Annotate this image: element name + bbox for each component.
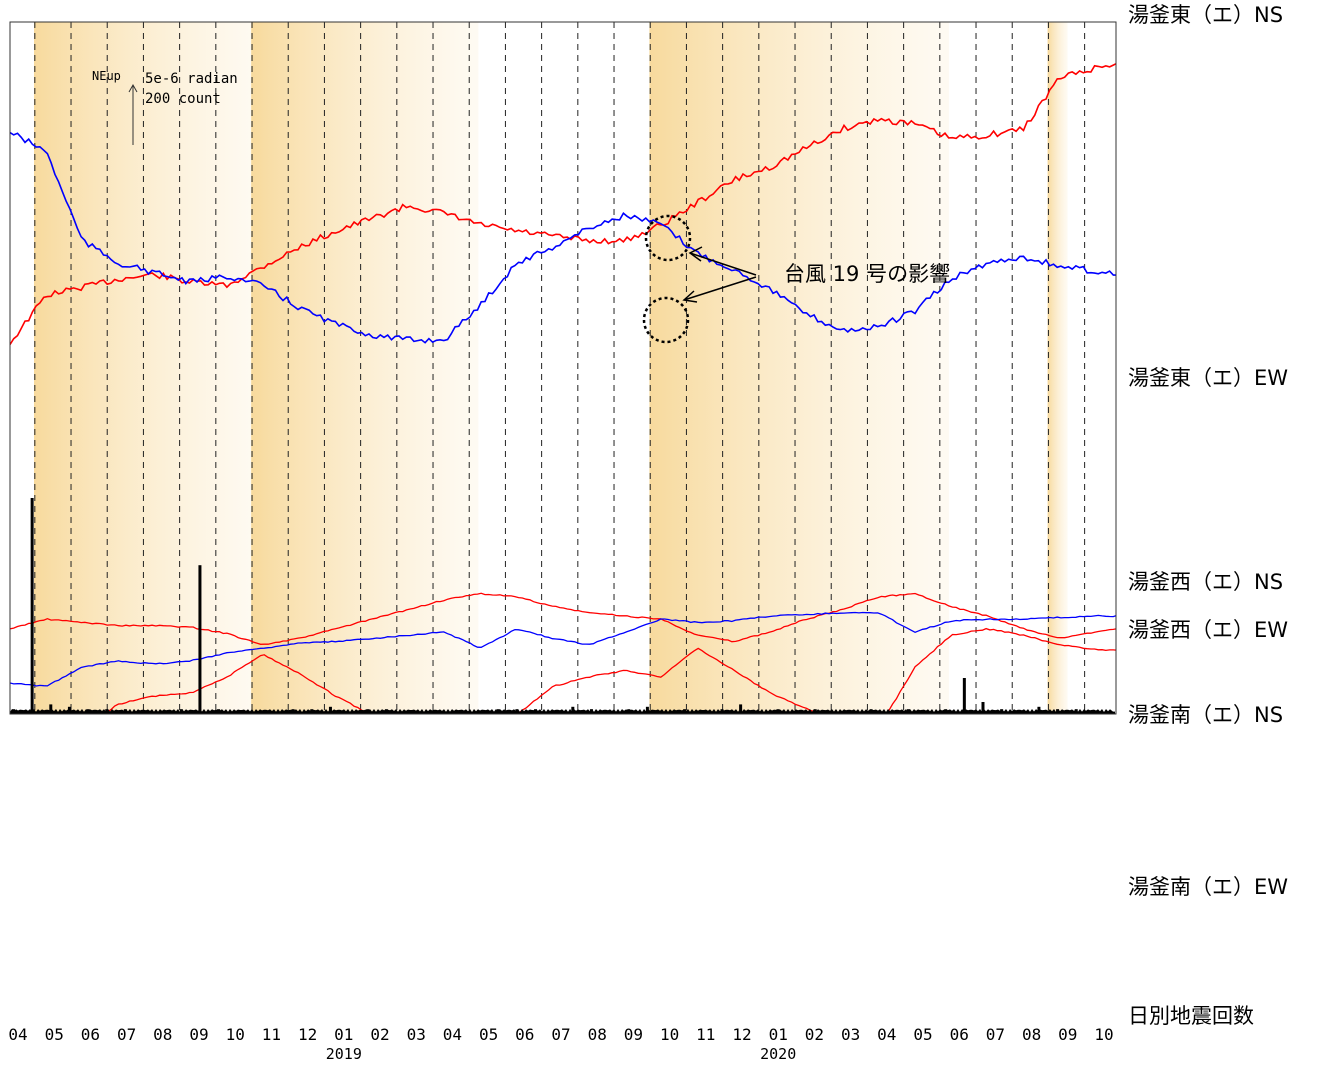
series-line (10, 759, 1132, 821)
scale-direction: NEup (92, 69, 121, 83)
annotation-arrow-ns (689, 252, 757, 276)
annotation-arrow-ew (683, 276, 757, 301)
x-year-label: 2020 (760, 1045, 796, 1063)
quake-baseline (10, 709, 1116, 714)
typhoon-annotation: 台風 19 号の影響 (642, 214, 950, 344)
series-label: 湯釜南（エ）EW (1128, 875, 1288, 899)
quake-bar (49, 704, 53, 714)
shaded-period (251, 22, 479, 714)
plot-frame (9, 21, 1117, 715)
x-tick-label: 10 (660, 1025, 679, 1044)
x-tick-label: 05 (45, 1025, 64, 1044)
x-tick-label: 01 (769, 1025, 788, 1044)
scale-count: 200 count (145, 91, 221, 107)
x-tick-label: 10 (226, 1025, 245, 1044)
series-line (10, 611, 1116, 687)
quake-bar (30, 498, 34, 714)
quake-bar (962, 678, 966, 714)
quake-bar (981, 702, 985, 714)
series-line (10, 131, 1116, 344)
x-tick-label: 07 (986, 1025, 1005, 1044)
scale-bar: NEup 5e-6 radian 200 count (92, 69, 238, 145)
x-tick-label: 01 (334, 1025, 353, 1044)
x-tick-label: 09 (1058, 1025, 1077, 1044)
series-label: 湯釜東（エ）EW (1128, 366, 1288, 390)
x-tick-label: 06 (950, 1025, 969, 1044)
x-tick-label: 06 (81, 1025, 100, 1044)
x-tick-label: 04 (8, 1025, 27, 1044)
shaded-period (1047, 22, 1068, 714)
x-tick-label: 08 (153, 1025, 172, 1044)
x-tick-label: 10 (1094, 1025, 1113, 1044)
x-tick-label: 09 (189, 1025, 208, 1044)
series-label: 湯釜東（エ）NS (1128, 3, 1283, 27)
annotation-circle-ew (642, 296, 690, 344)
x-tick-label: 03 (407, 1025, 426, 1044)
x-tick-label: 02 (805, 1025, 824, 1044)
series-label: 湯釜西（エ）NS (1128, 570, 1283, 594)
x-tick-label: 08 (1022, 1025, 1041, 1044)
x-tick-label: 11 (696, 1025, 715, 1044)
annotation-text: 台風 19 号の影響 (784, 262, 950, 286)
scale-value: 5e-6 radian (145, 71, 238, 87)
annotation-circle-ns (644, 214, 692, 262)
quake-bar (739, 704, 743, 714)
x-tick-label: 11 (262, 1025, 281, 1044)
x-tick-label: 04 (877, 1025, 896, 1044)
x-tick-label: 12 (732, 1025, 751, 1044)
quake-bar (198, 565, 202, 714)
x-tick-label: 02 (370, 1025, 389, 1044)
x-tick-label: 07 (551, 1025, 570, 1044)
series-label: 日別地震回数 (1128, 1004, 1254, 1028)
x-tick-label: 04 (443, 1025, 462, 1044)
series-label: 湯釜西（エ）EW (1128, 618, 1288, 642)
x-year-label: 2019 (326, 1045, 362, 1063)
x-tick-label: 12 (298, 1025, 317, 1044)
x-tick-label: 08 (588, 1025, 607, 1044)
shaded-period (649, 22, 949, 714)
series-label: 湯釜南（エ）NS (1128, 703, 1283, 727)
quake-bar (571, 706, 575, 714)
x-tick-label: 05 (913, 1025, 932, 1044)
x-tick-label: 05 (479, 1025, 498, 1044)
shaded-period (34, 22, 262, 714)
x-tick-label: 07 (117, 1025, 136, 1044)
x-tick-label: 09 (624, 1025, 643, 1044)
series-line (102, 627, 1116, 714)
series-line (10, 592, 1116, 645)
x-tick-label: 03 (841, 1025, 860, 1044)
x-tick-label: 06 (515, 1025, 534, 1044)
